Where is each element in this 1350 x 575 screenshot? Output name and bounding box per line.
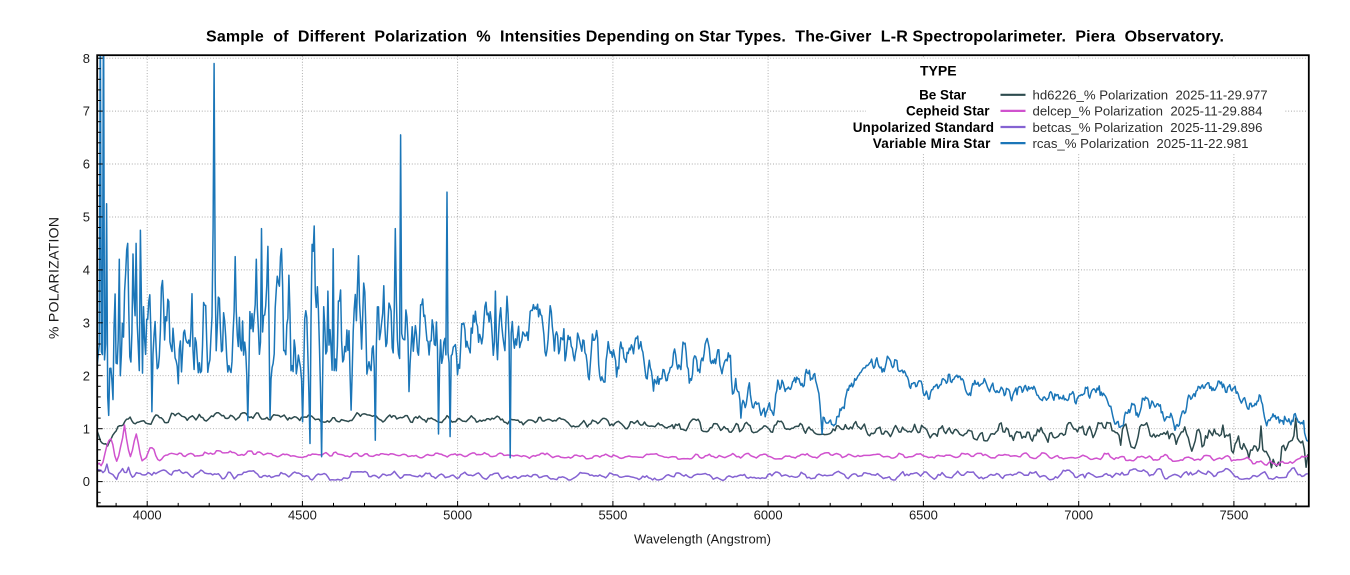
svg-text:7: 7 [83,104,90,119]
svg-text:Wavelength (Angstrom): Wavelength (Angstrom) [634,532,771,547]
svg-text:5: 5 [83,210,90,225]
svg-text:7000: 7000 [1064,508,1093,523]
svg-text:6000: 6000 [754,508,783,523]
svg-text:1: 1 [83,421,90,436]
svg-text:2: 2 [83,368,90,383]
svg-text:Cepheid Star: Cepheid Star [906,104,990,119]
svg-text:3: 3 [83,315,90,330]
svg-text:% POLARIZATION: % POLARIZATION [46,217,62,339]
svg-text:8: 8 [83,51,90,66]
svg-text:6500: 6500 [909,508,938,523]
svg-text:Sample of Different Polariz: Sample of Different Polarization % Inten… [206,29,1224,46]
svg-text:Be Star: Be Star [919,88,967,103]
svg-text:6: 6 [83,157,90,172]
svg-text:5500: 5500 [598,508,627,523]
svg-text:TYPE: TYPE [920,62,957,78]
svg-text:hd6226_% Polarization 2025-11: hd6226_% Polarization 2025-11-29.977 [1033,88,1268,103]
svg-text:betcas_% Polarization 2025-11: betcas_% Polarization 2025-11-29.896 [1033,120,1263,135]
svg-text:7500: 7500 [1219,508,1248,523]
svg-text:Variable Mira Star: Variable Mira Star [873,136,991,151]
svg-text:delcep_% Polarization 2025-11: delcep_% Polarization 2025-11-29.884 [1033,104,1263,119]
svg-text:5000: 5000 [443,508,472,523]
svg-text:4500: 4500 [288,508,317,523]
svg-text:0: 0 [83,474,90,489]
svg-text:4: 4 [83,263,90,278]
svg-text:4000: 4000 [133,508,162,523]
svg-text:rcas_% Polarization 2025-11-2: rcas_% Polarization 2025-11-22.981 [1033,136,1249,151]
svg-text:Unpolarized Standard: Unpolarized Standard [853,120,994,135]
